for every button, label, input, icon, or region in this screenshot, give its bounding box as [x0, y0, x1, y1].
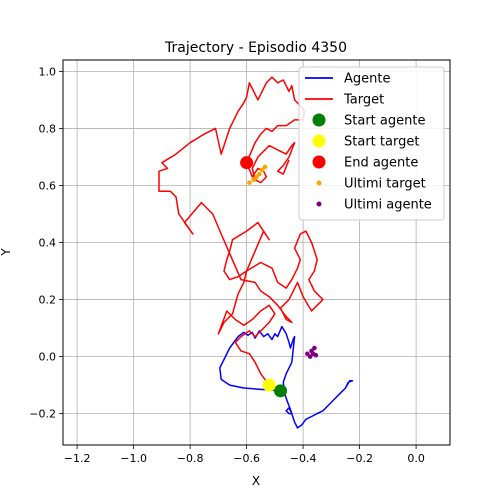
x-tick-label: −0.8 — [177, 452, 204, 465]
marker-end-agente — [240, 156, 254, 170]
point-ultimi-target — [254, 174, 259, 180]
plot-area — [158, 76, 354, 429]
series-line-agente — [219, 325, 354, 429]
y-axis-label: Y — [0, 248, 13, 257]
x-tick-label: −1.0 — [120, 452, 147, 465]
x-tick-label: −1.2 — [64, 452, 91, 465]
point-ultimi-target — [262, 164, 268, 170]
legend-label-start-target: Start target — [344, 135, 419, 150]
chart-title: Trajectory - Episodio 4350 — [164, 40, 347, 56]
axes-frame — [62, 59, 451, 446]
x-tick-label: −0.2 — [346, 452, 373, 465]
legend-label-start-agente: Start agente — [344, 114, 425, 129]
x-tick-label: −0.4 — [290, 452, 317, 465]
y-axis: −0.2 0.0 0.2 0.4 0.6 0.8 1.0 — [29, 65, 63, 421]
point-ultimi-agente — [312, 345, 317, 351]
point-ultimi-agente — [313, 352, 319, 358]
y-tick-label: 0.8 — [39, 122, 57, 135]
legend-label-target: Target — [343, 93, 384, 108]
point-ultimi-agente — [305, 351, 310, 357]
legend-swatch-ultimi-target — [316, 180, 322, 186]
legend-swatch-start-agente — [312, 113, 326, 127]
x-tick-label: −0.6 — [233, 452, 260, 465]
legend-label-agente: Agente — [344, 72, 390, 87]
legend-label-ultimi-target: Ultimi target — [344, 177, 426, 192]
legend-swatch-ultimi-agente — [316, 201, 322, 207]
legend-swatch-start-target — [312, 134, 326, 148]
y-tick-label: 0.6 — [39, 179, 57, 192]
legend-label-end-agente: End agente — [344, 156, 418, 171]
y-tick-label: 1.0 — [39, 65, 57, 78]
legend: Agente Target Start agente Start target End … — [298, 66, 445, 221]
legend-swatch-end-agente — [312, 155, 326, 169]
point-ultimi-target — [247, 180, 252, 185]
point-ultimi-agente — [307, 354, 313, 359]
point-ultimi-target — [259, 167, 265, 173]
marker-start-agente — [274, 384, 288, 398]
point-ultimi-target — [257, 171, 262, 177]
x-tick-label: 0.0 — [407, 452, 425, 465]
x-axis-label: X — [252, 474, 260, 488]
legend-label-ultimi-agente: Ultimi agente — [344, 198, 432, 213]
x-axis: −1.2 −1.0 −0.8 −0.6 −0.4 −0.2 0.0 — [64, 445, 425, 465]
y-tick-label: 0.2 — [39, 294, 57, 307]
series-line-target — [158, 76, 324, 386]
point-ultimi-target — [251, 177, 256, 183]
legend-box — [298, 66, 445, 221]
y-tick-label: 0.4 — [39, 237, 57, 250]
y-tick-label: −0.2 — [29, 408, 56, 421]
marker-start-target — [262, 378, 276, 392]
y-tick-label: 0.0 — [39, 351, 57, 364]
